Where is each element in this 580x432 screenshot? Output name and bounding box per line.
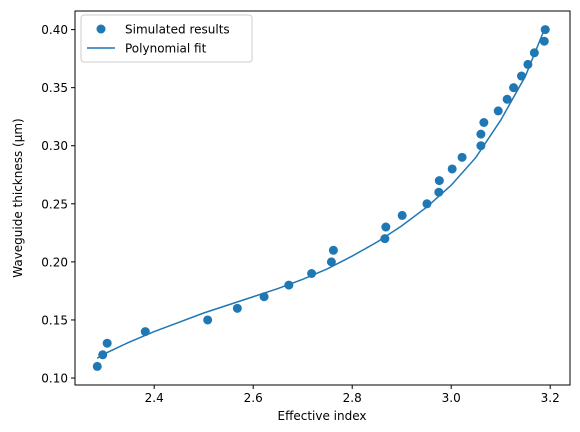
data-point [380,234,390,244]
x-tick-label: 2.8 [343,391,362,405]
legend-label-fit: Polynomial fit [125,42,207,56]
legend-label-simulated: Simulated results [125,23,230,37]
data-point [92,361,102,371]
data-point [509,83,519,93]
data-point [397,210,407,220]
data-point [328,245,338,255]
data-point [476,129,486,139]
y-tick-label: 0.40 [41,23,68,37]
data-point [259,292,269,302]
data-point [326,257,336,267]
data-point [539,36,549,46]
data-point [447,164,457,174]
x-tick-label: 3.2 [541,391,560,405]
x-tick-label: 2.4 [145,391,164,405]
data-point [540,25,550,35]
data-point [307,269,317,278]
x-tick-label: 3.0 [442,391,461,405]
data-point [457,152,467,162]
fit-line-layer [96,26,546,359]
legend-box [80,14,253,63]
data-point [381,222,391,232]
plot-frame [74,10,571,386]
data-point [232,303,242,313]
x-tick-label: 2.6 [244,391,263,405]
data-point [502,94,512,104]
legend: Simulated results Polynomial fit [80,14,253,63]
x-axis: 2.4 2.6 2.8 3.0 3.2 [145,385,560,405]
polynomial-fit-line [96,26,546,359]
y-axis: 0.10 0.15 0.20 0.25 0.30 0.35 0.40 [41,23,75,386]
y-tick-label: 0.30 [41,139,68,153]
y-tick-label: 0.35 [41,81,68,95]
data-point [493,106,503,116]
data-point [529,48,539,58]
x-axis-label: Effective index [278,409,367,423]
y-tick-label: 0.20 [41,255,68,269]
data-point [434,187,444,197]
y-tick-label: 0.25 [41,197,68,211]
y-tick-label: 0.10 [41,372,68,386]
data-point [516,71,526,81]
legend-marker-icon [96,24,106,34]
y-tick-label: 0.15 [41,313,68,327]
data-point [203,315,213,325]
y-axis-label: Waveguide thickness (μm) [11,118,25,278]
points-layer [92,25,550,371]
data-point [140,327,150,337]
data-point [98,350,108,360]
data-point [476,141,486,151]
data-point [102,338,112,348]
data-point [434,176,444,186]
data-point [479,118,489,127]
data-point [422,199,432,209]
data-point [284,280,294,290]
data-point [523,59,533,69]
